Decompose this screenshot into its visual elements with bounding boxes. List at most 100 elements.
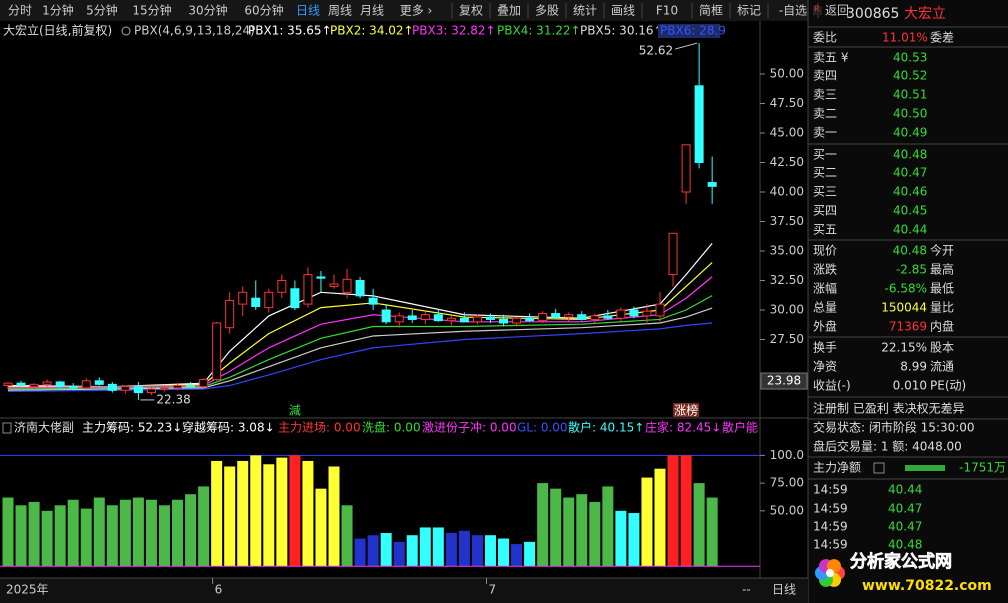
- toolbar-button[interactable]: 叠加: [497, 4, 521, 18]
- book-label: 买一: [813, 148, 837, 162]
- toolbar-button[interactable]: F10: [656, 4, 678, 18]
- toolbar-button[interactable]: 标记: [737, 4, 761, 18]
- tick-price: 40.47: [888, 502, 922, 516]
- sub-bar: [602, 486, 614, 567]
- sub-bar: [185, 494, 197, 567]
- candle-body: [277, 280, 287, 293]
- y-tick-label: 45.00: [770, 125, 804, 139]
- period-tab[interactable]: 更多 ›: [400, 4, 433, 18]
- stat-label: 量比: [930, 301, 954, 315]
- tick-time: 14:59: [813, 502, 848, 516]
- sub-bar: [302, 460, 314, 567]
- logo-name: 分析家公式网: [850, 551, 952, 572]
- sub-bar: [641, 477, 653, 567]
- candle-body: [446, 317, 456, 322]
- tick-time: 14:59: [813, 538, 848, 552]
- stat-label: 股本: [930, 341, 954, 355]
- candle-body: [603, 315, 613, 319]
- period-tab[interactable]: 30分钟: [188, 3, 227, 18]
- stat-label: PE(动): [930, 379, 966, 393]
- book-price: 40.50: [893, 107, 927, 121]
- stat-label: 净资: [813, 360, 837, 374]
- toolbar-button[interactable]: 复权: [459, 4, 483, 18]
- stat-label: 涨幅: [813, 281, 837, 296]
- candle-body: [420, 314, 430, 320]
- sub-bar: [406, 535, 418, 567]
- toolbar-button[interactable]: 多股: [535, 4, 559, 18]
- book-label: 买二: [813, 166, 837, 180]
- candle-body: [238, 291, 248, 305]
- sub-bar: [145, 499, 157, 567]
- candle-body: [316, 276, 326, 279]
- trade-status: 交易状态: 闭市阶段 15:30:00: [813, 420, 975, 435]
- candle-body: [173, 385, 183, 389]
- period-tab[interactable]: 日线: [296, 4, 320, 18]
- high-pointer: [674, 42, 698, 50]
- period-tab[interactable]: 1分钟: [42, 3, 74, 18]
- period-tab[interactable]: 15分钟: [132, 3, 171, 18]
- sub-bar: [654, 468, 666, 567]
- period-tab[interactable]: 月线: [360, 4, 384, 18]
- indicator-value: PBX4: 31.22↑: [497, 24, 581, 38]
- period-tab[interactable]: 分时: [8, 4, 32, 18]
- y-tick-label: 50.00: [770, 66, 804, 80]
- candle-body: [394, 315, 404, 323]
- axis-marker-box: [760, 372, 808, 390]
- sub-bar: [237, 460, 249, 567]
- net-value: -1751万: [959, 461, 1006, 475]
- sub-label: 庄家: 82.45↓: [645, 420, 721, 435]
- sub-bar: [550, 488, 562, 567]
- chart-title: 大宏立(日线,前复权): [3, 23, 112, 38]
- period-label[interactable]: 日线: [772, 583, 796, 597]
- book-label: 买三: [813, 185, 837, 199]
- sub-label: 激进份子冲: 0.00: [422, 420, 517, 435]
- sub-bar: [158, 505, 170, 567]
- candle-body: [29, 383, 39, 388]
- toolbar-button[interactable]: 返回: [825, 4, 849, 18]
- toolbar-button[interactable]: -自选: [779, 4, 807, 18]
- toolbar-button[interactable]: 简框: [699, 4, 723, 18]
- sub-bar: [341, 505, 353, 567]
- sub-bar: [498, 538, 510, 567]
- sub-bar: [537, 483, 549, 567]
- q-value: 11.01%: [882, 31, 928, 45]
- book-price: 40.45: [893, 204, 927, 218]
- toolbar-button[interactable]: 画线: [611, 4, 635, 18]
- period-tab[interactable]: 周线: [328, 4, 352, 18]
- sub-bar: [250, 455, 262, 567]
- sub-bar: [211, 460, 223, 567]
- candle-body: [342, 278, 352, 293]
- q-label: 委比: [813, 31, 837, 45]
- indicator-line: [7, 322, 713, 393]
- candle-body: [55, 381, 65, 388]
- candle-body: [525, 317, 535, 322]
- candle-body: [538, 313, 548, 322]
- y-tick-label: 50.00: [770, 503, 804, 517]
- indicator-line: [7, 307, 713, 391]
- candle-body: [303, 274, 313, 305]
- book-price: 40.47: [893, 166, 927, 180]
- after-hours: 盘后交易量: 1 额: 4048.00: [813, 439, 962, 454]
- time-month: 6: [215, 583, 223, 597]
- book-label: 卖二: [813, 107, 837, 121]
- period-tab[interactable]: 60分钟: [244, 3, 283, 18]
- candle-body: [94, 380, 104, 385]
- period-tab[interactable]: 5分钟: [86, 3, 118, 18]
- sub-bar: [576, 494, 588, 567]
- sub-bar: [28, 501, 40, 567]
- sub-bar: [680, 455, 692, 567]
- sub-label: 洗盘: 0.00: [362, 420, 421, 435]
- toolbar-button[interactable]: 统计: [573, 4, 597, 18]
- y-tick-label: 27.50: [770, 332, 804, 346]
- sub-label: 主力进场: 0.00: [278, 421, 361, 435]
- candle-body: [629, 309, 639, 317]
- net-icon: [873, 462, 885, 474]
- sub-bar: [263, 464, 275, 567]
- candle-body: [146, 388, 156, 394]
- q-label: 委差: [930, 31, 954, 45]
- sub-bar: [289, 455, 301, 567]
- sub-bar: [367, 535, 379, 567]
- candle-body: [459, 317, 469, 323]
- y-tick-label: 47.50: [770, 96, 804, 110]
